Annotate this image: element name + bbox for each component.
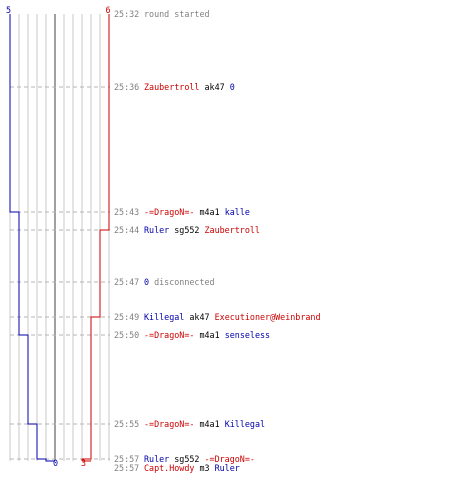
event-text: round started xyxy=(144,9,210,19)
event-text-part: -=DragoN=- xyxy=(205,454,255,464)
event-text-part: kalle xyxy=(225,207,250,217)
event-time: 25:49 xyxy=(114,312,139,322)
event-text-part: sg552 xyxy=(169,454,204,464)
red-team-alive-line xyxy=(81,14,110,461)
event-text-part: Killegal xyxy=(144,312,184,322)
event-text-part: disconnected xyxy=(149,277,215,287)
event-text-part: -=DragoN=- xyxy=(144,419,194,429)
blue-start-score: 5 xyxy=(6,5,11,15)
event-text: Capt.Howdy m3 Ruler xyxy=(144,463,240,473)
event-text: 0 disconnected xyxy=(144,277,215,287)
event-text-part: 0 xyxy=(230,82,235,92)
event-text-part: -=DragoN=- xyxy=(144,207,194,217)
event-text: Killegal ak47 Executioner@Weinbrand xyxy=(144,312,321,322)
event-text: Ruler sg552 -=DragoN=- xyxy=(144,454,255,464)
event-time: 25:55 xyxy=(114,419,139,429)
event-text: -=DragoN=- m4a1 Killegal xyxy=(144,419,265,429)
event-text-part: Executioner@Weinbrand xyxy=(215,312,321,322)
red-end-score: 3 xyxy=(81,458,86,468)
event-text-part: ak47 xyxy=(199,82,229,92)
event-text-part: -=DragoN=- xyxy=(144,330,194,340)
event-time: 25:57 xyxy=(114,463,139,473)
event-text: Ruler sg552 Zaubertroll xyxy=(144,225,260,235)
blue-team-alive-line xyxy=(9,14,55,462)
event-text-part: Zaubertroll xyxy=(144,82,199,92)
event-text-part: senseless xyxy=(225,330,270,340)
event-text-part: Killegal xyxy=(225,419,265,429)
red-start-score: 6 xyxy=(105,5,110,15)
event-text-part: m4a1 xyxy=(194,330,224,340)
event-time: 25:32 xyxy=(114,9,139,19)
event-text-part: m3 xyxy=(194,463,214,473)
event-text: -=DragoN=- m4a1 kalle xyxy=(144,207,250,217)
event-text-part: Ruler xyxy=(144,454,169,464)
event-text-part: m4a1 xyxy=(194,419,224,429)
blue-end-score: 0 xyxy=(53,458,58,468)
event-text: -=DragoN=- m4a1 senseless xyxy=(144,330,270,340)
alive-count-steps xyxy=(9,14,110,462)
event-text-part: sg552 xyxy=(169,225,204,235)
event-log: 25:32 round started 25:36 Zaubertroll ak47 … xyxy=(114,9,321,473)
event-time: 25:36 xyxy=(114,82,139,92)
event-text-part: Ruler xyxy=(215,463,240,473)
event-text-part: Capt.Howdy xyxy=(144,463,194,473)
event-text-part: Ruler xyxy=(144,225,169,235)
player-grid xyxy=(9,14,110,461)
event-text-part: ak47 xyxy=(184,312,214,322)
event-time: 25:44 xyxy=(114,225,139,235)
event-text-part: m4a1 xyxy=(194,207,224,217)
event-guide-lines xyxy=(10,86,110,460)
event-text-part: Zaubertroll xyxy=(205,225,260,235)
event-text-part: round started xyxy=(144,9,210,19)
event-time: 25:57 xyxy=(114,454,139,464)
event-time: 25:43 xyxy=(114,207,139,217)
event-time: 25:50 xyxy=(114,330,139,340)
event-time: 25:47 xyxy=(114,277,139,287)
event-text-part: 0 xyxy=(144,277,149,287)
event-text: Zaubertroll ak47 0 xyxy=(144,82,235,92)
